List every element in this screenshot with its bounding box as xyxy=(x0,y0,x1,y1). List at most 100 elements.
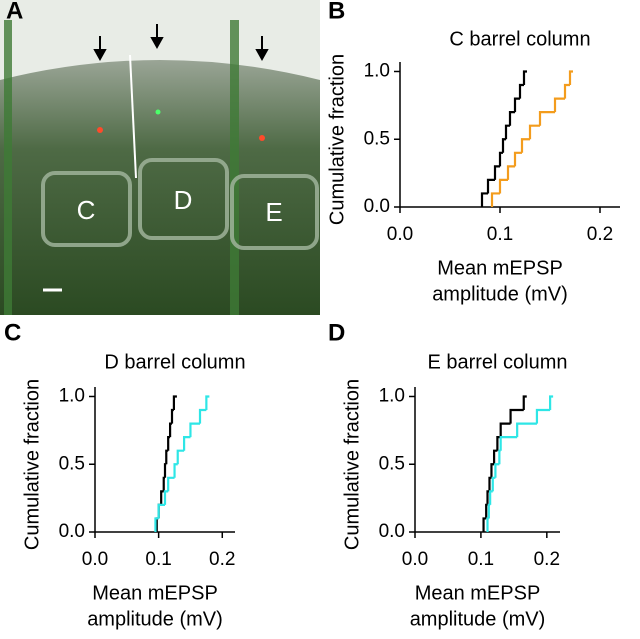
step-segment xyxy=(163,463,167,478)
panel-label: C xyxy=(4,319,21,346)
step-segment xyxy=(513,151,522,167)
barrel-label: E xyxy=(265,197,282,227)
x-tick-label: 0.1 xyxy=(145,549,171,570)
micrograph: C D E xyxy=(0,0,320,315)
step-segment xyxy=(490,463,495,478)
panel-label: B xyxy=(328,0,345,24)
arrow-head xyxy=(255,49,269,62)
step-segment xyxy=(154,517,159,532)
electrode xyxy=(129,54,137,179)
step-segment xyxy=(487,503,491,519)
cell-marker xyxy=(97,127,103,133)
step-segment xyxy=(504,124,510,140)
x-axis-label: amplitude (mV) xyxy=(87,608,223,630)
x-tick-label: 0.0 xyxy=(402,549,428,570)
step-segment xyxy=(563,83,570,99)
y-tick-label: 0.0 xyxy=(379,521,405,542)
chart-title: E barrel column xyxy=(427,351,567,373)
step-segment xyxy=(173,463,178,478)
arrow-head xyxy=(93,49,107,62)
y-tick-label: 0.0 xyxy=(59,521,85,542)
step-segment xyxy=(168,422,172,438)
step-segment xyxy=(520,138,530,153)
step-segment xyxy=(176,449,185,465)
step-segment xyxy=(157,503,165,519)
y-axis-label: Cumulative fraction xyxy=(326,54,348,225)
step-segment xyxy=(490,192,500,207)
step-segment xyxy=(513,97,520,113)
step-segment xyxy=(568,70,573,86)
step-segment xyxy=(486,178,495,194)
x-axis-label: amplitude (mV) xyxy=(432,283,568,305)
step-segment xyxy=(205,395,210,411)
cell-marker xyxy=(155,109,161,115)
panel-label: D xyxy=(328,319,345,346)
step-segment xyxy=(498,449,501,465)
step-segment xyxy=(492,449,498,465)
chart-title: D barrel column xyxy=(104,351,245,373)
step-segment xyxy=(535,408,551,424)
barrel-outline xyxy=(138,158,229,240)
y-tick-label: 0.5 xyxy=(59,453,85,474)
step-segment xyxy=(509,408,524,424)
vessel xyxy=(4,20,12,315)
step-segment xyxy=(486,517,489,532)
step-segment xyxy=(494,463,500,478)
step-segment xyxy=(516,422,537,438)
x-tick-label: 0.2 xyxy=(534,549,560,570)
y-axis-label: Cumulative fraction xyxy=(341,379,363,550)
x-tick-label: 0.0 xyxy=(82,549,108,570)
panel-label: A xyxy=(6,0,23,24)
barrel-label: D xyxy=(174,185,193,215)
step-segment xyxy=(160,490,164,505)
step-segment xyxy=(162,476,165,492)
y-tick-label: 0.5 xyxy=(364,128,390,149)
step-segment xyxy=(498,151,503,167)
step-segment xyxy=(501,138,506,153)
x-tick-label: 0.2 xyxy=(209,549,235,570)
step-segment xyxy=(189,422,200,438)
step-segment xyxy=(486,490,490,505)
step-segment xyxy=(491,476,496,492)
step-segment xyxy=(498,178,508,194)
tissue xyxy=(0,60,320,315)
step-segment xyxy=(480,192,488,207)
step-segment xyxy=(508,111,515,126)
barrel-label: C xyxy=(77,195,96,225)
step-segment xyxy=(506,165,515,180)
barrel-outline xyxy=(230,174,319,250)
step-segment xyxy=(549,395,554,411)
step-segment xyxy=(538,111,555,126)
step-segment xyxy=(522,70,527,86)
step-segment xyxy=(482,517,487,532)
x-axis-label: Mean mEPSP xyxy=(437,257,563,279)
step-segment xyxy=(522,395,527,411)
y-tick-label: 0.5 xyxy=(379,453,405,474)
x-tick-label: 0.2 xyxy=(587,224,613,245)
y-tick-label: 1.0 xyxy=(364,61,390,82)
x-tick-label: 0.1 xyxy=(468,549,494,570)
step-segment xyxy=(165,449,169,465)
step-segment xyxy=(488,476,492,492)
step-segment xyxy=(172,395,177,411)
x-axis-label: Mean mEPSP xyxy=(92,582,218,604)
step-segment xyxy=(170,408,174,424)
y-axis-label: Cumulative fraction xyxy=(21,379,43,550)
y-tick-label: 1.0 xyxy=(379,386,405,407)
step-segment xyxy=(167,476,175,492)
x-axis-label: amplitude (mV) xyxy=(410,608,546,630)
step-segment xyxy=(553,97,565,113)
step-segment xyxy=(528,124,540,140)
chart-title: C barrel column xyxy=(449,28,590,50)
step-segment xyxy=(493,165,500,180)
step-segment xyxy=(198,408,207,424)
step-segment xyxy=(499,422,511,438)
step-segment xyxy=(167,436,171,451)
x-axis-label: Mean mEPSP xyxy=(415,582,541,604)
step-segment xyxy=(182,436,191,451)
arrow-head xyxy=(150,37,164,50)
barrel-outline xyxy=(41,171,132,247)
y-tick-label: 1.0 xyxy=(59,386,85,407)
cell-marker xyxy=(259,135,265,141)
